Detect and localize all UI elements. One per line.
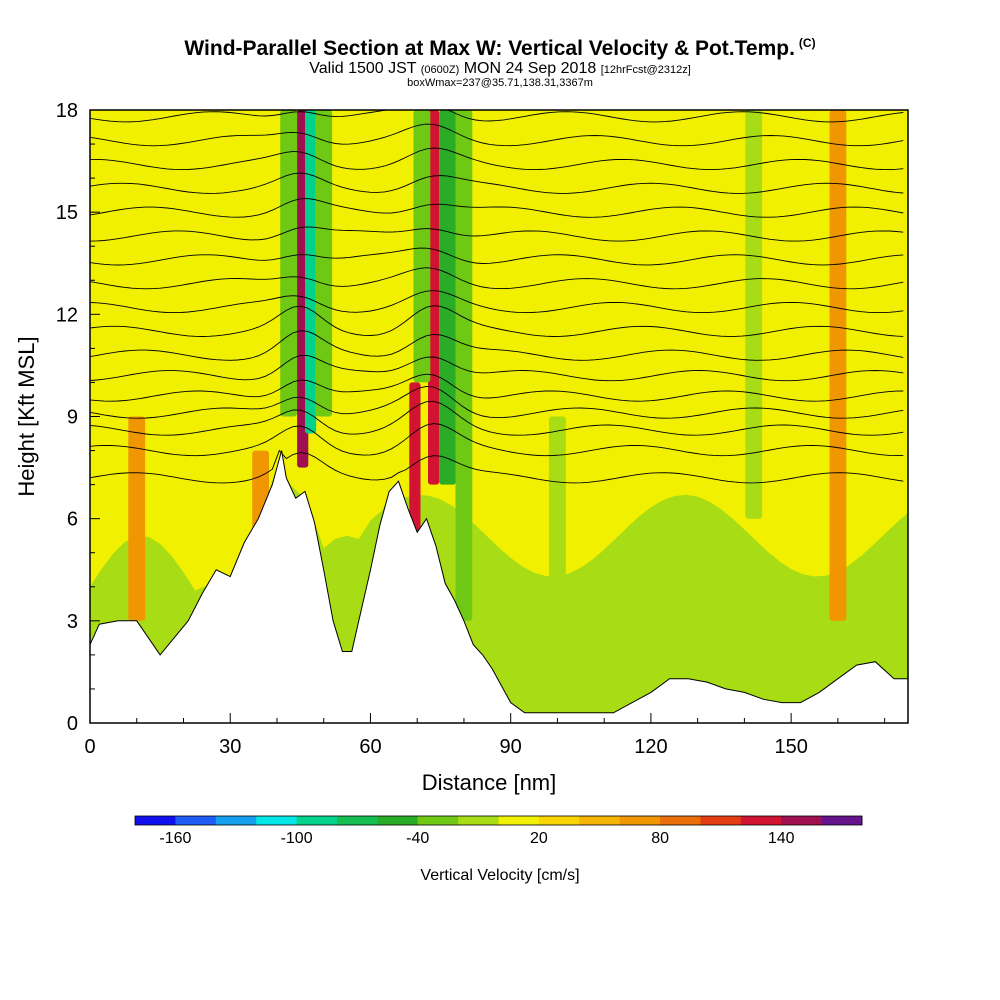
- colorbar-swatch-11: [579, 816, 621, 825]
- colorbar-swatch-16: [781, 816, 823, 825]
- colorbar-swatch-4: [296, 816, 338, 825]
- colorbar-swatch-17: [821, 816, 863, 825]
- x-axis-label: Distance [nm]: [422, 770, 557, 795]
- y-tick-label-12: 12: [56, 304, 78, 326]
- colorbar-swatch-1: [175, 816, 217, 825]
- colorbar-swatch-6: [377, 816, 419, 825]
- terrain: [89, 450, 909, 724]
- velocity-band-1: [305, 110, 317, 434]
- isentrope-2: [90, 400, 904, 436]
- isentrope-7: [90, 305, 904, 337]
- isentrope-1: [90, 423, 904, 457]
- axes: 0 30 60 90 120 150 0 3 6 9 12 15 18 Distance [nm] Heig…: [14, 100, 886, 795]
- velocity-band-3: [315, 110, 333, 417]
- isentrope-13: [90, 172, 904, 194]
- isentrope-5: [90, 355, 904, 382]
- title-text: Wind-Parallel Section at Max W: Vertical…: [184, 37, 795, 60]
- velocity-band-10: [128, 416, 146, 621]
- y-tick-label-0: 0: [67, 713, 78, 735]
- colorbar-title: Vertical Velocity [cm/s]: [420, 867, 579, 884]
- isentrope-3: [90, 385, 904, 419]
- colorbar-swatch-7: [417, 816, 459, 825]
- colorbar-frame: [134, 815, 863, 826]
- boxwmax-note: boxWmax=237@35.71,138.31,3367m: [407, 77, 593, 89]
- y-tick-label-3: 3: [67, 611, 78, 633]
- y-tick-label-15: 15: [56, 202, 78, 224]
- isentrope-12: [90, 198, 904, 218]
- chart-title: Wind-Parallel Section at Max W: Vertical…: [0, 36, 1000, 61]
- isentrope-4: [90, 373, 904, 402]
- isentrope-10: [90, 247, 904, 266]
- colorbar-swatch-3: [256, 816, 298, 825]
- isentrope-16: [90, 110, 904, 123]
- y-tick-label-18: 18: [56, 100, 78, 122]
- colorbar-swatch-15: [740, 816, 782, 825]
- colorbar-swatch-8: [458, 816, 499, 825]
- velocity-band-4: [409, 382, 421, 536]
- colorbar-label-80: 80: [651, 830, 669, 847]
- velocity-band-13: [829, 110, 847, 621]
- isentrope-9: [90, 267, 904, 290]
- velocity-band-6: [439, 110, 456, 485]
- x-tick-label-150: 150: [774, 736, 807, 758]
- x-tick-label-60: 60: [359, 736, 381, 758]
- colorbar: -160 -100 -40 20 80 140 Vertical Velocity [cm/…: [134, 815, 863, 884]
- velocity-band-11: [549, 416, 566, 713]
- colorbar-swatch-14: [700, 816, 742, 825]
- y-tick-label-6: 6: [67, 509, 78, 531]
- valid-z: (0600Z): [420, 64, 460, 76]
- isentrope-8: [90, 290, 904, 314]
- velocity-band-2: [280, 110, 297, 417]
- isentrope-contours: [90, 110, 904, 484]
- x-tick-label-90: 90: [500, 736, 522, 758]
- colorbar-swatch-5: [336, 816, 378, 825]
- velocity-band-8: [455, 110, 473, 621]
- valid-date: MON 24 Sep 2018: [463, 60, 597, 77]
- colorbar-label--40: -40: [406, 830, 429, 847]
- y-axis-label: Height [Kft MSL]: [14, 336, 39, 496]
- colorbar-label-20: 20: [530, 830, 548, 847]
- isentrope-0: [90, 449, 904, 484]
- colorbar-swatch-0: [135, 816, 176, 825]
- fcst-note: [12hrFcst@2312z]: [600, 64, 691, 76]
- title-mark: (C): [798, 36, 816, 50]
- x-tick-label-30: 30: [219, 736, 241, 758]
- x-tick-label-120: 120: [634, 736, 667, 758]
- isentrope-14: [90, 147, 904, 171]
- colorbar-swatch-10: [538, 816, 580, 825]
- velocity-band-12: [745, 110, 763, 519]
- colorbar-swatch-9: [498, 816, 540, 825]
- colorbar-swatch-12: [619, 816, 661, 825]
- isentrope-11: [90, 226, 904, 242]
- colorbar-swatch-2: [215, 816, 257, 825]
- velocity-band-7: [413, 110, 431, 383]
- isentrope-15: [90, 123, 904, 147]
- x-tick-label-0: 0: [84, 736, 95, 758]
- y-tick-label-9: 9: [67, 407, 78, 429]
- chart-subtitle: Valid 1500 JST (0600Z) MON 24 Sep 2018 […: [0, 60, 1000, 78]
- colorbar-label--100: -100: [281, 830, 313, 847]
- isentrope-6: [90, 330, 904, 361]
- colorbar-label--160: -160: [159, 830, 191, 847]
- colorbar-swatch-13: [660, 816, 701, 825]
- colorbar-label-140: 140: [768, 830, 795, 847]
- valid-prefix: Valid 1500 JST: [309, 60, 417, 77]
- velocity-band-5: [428, 110, 440, 485]
